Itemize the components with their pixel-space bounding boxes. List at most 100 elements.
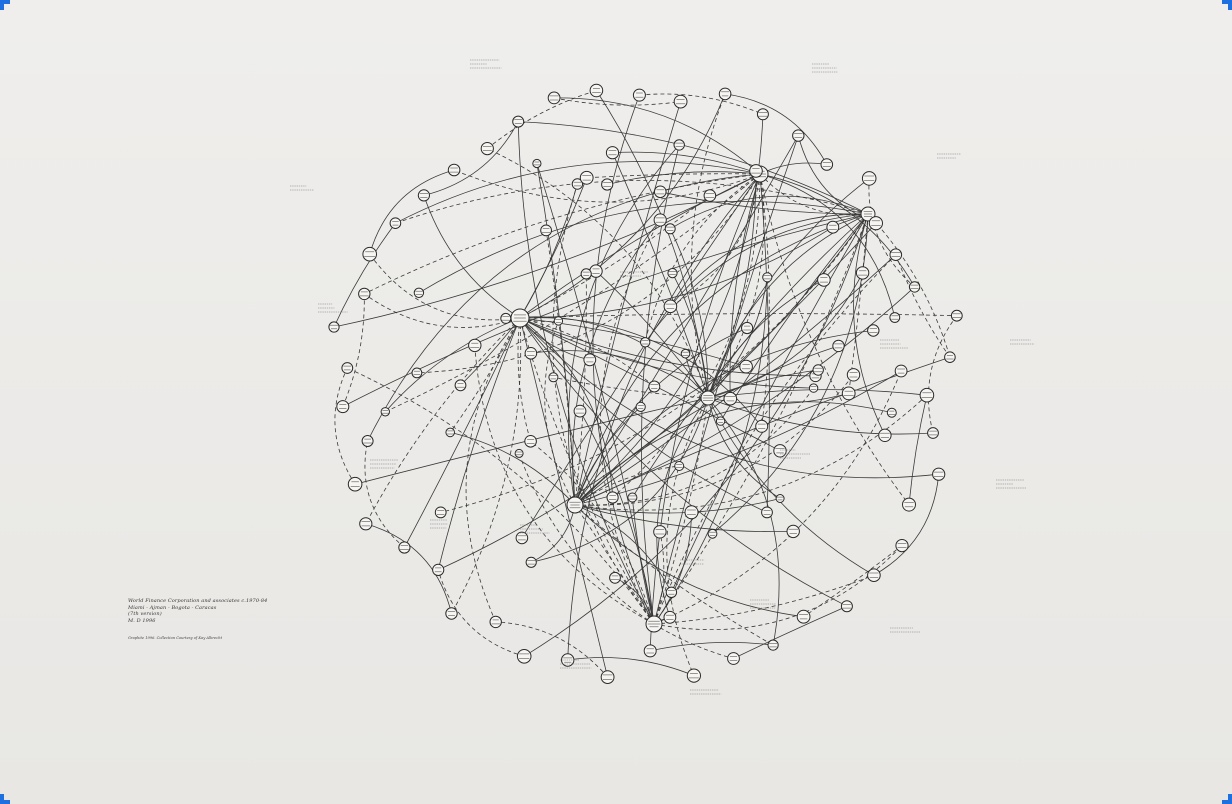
solid-link (574, 504, 672, 593)
solid-link (759, 162, 827, 175)
node-circle (674, 461, 685, 471)
dashed-link (364, 173, 761, 295)
entity-node (609, 571, 621, 584)
dashed-link (639, 93, 764, 115)
solid-link (632, 213, 869, 498)
solid-link (574, 213, 869, 506)
node-circle (609, 571, 621, 584)
node-circle (468, 338, 482, 353)
solid-link (574, 345, 839, 506)
solid-link (650, 642, 774, 652)
annotation-scribble (290, 185, 314, 191)
solid-link (574, 286, 915, 506)
entity-node (336, 400, 350, 414)
entity-node (868, 216, 884, 231)
annotation-scribble (470, 59, 502, 69)
entity-node (741, 321, 754, 335)
entity-node (605, 146, 620, 160)
node-circle (380, 407, 390, 417)
solid-link (644, 213, 869, 343)
dashed-link (364, 440, 405, 548)
node-circle (673, 139, 685, 151)
entity-node (489, 615, 502, 629)
entity-node (514, 448, 524, 458)
solid-link (518, 121, 869, 215)
solid-link (672, 272, 709, 399)
node-circle (605, 146, 620, 160)
solid-link (660, 191, 869, 215)
node-circle (640, 337, 651, 348)
node-circle (553, 316, 564, 326)
node-circle (579, 170, 594, 185)
dashed-link (574, 273, 587, 506)
node-circle (673, 94, 688, 109)
solid-link (519, 317, 814, 389)
solid-link (725, 93, 828, 165)
solid-link (519, 177, 588, 319)
caption-line: M. D 1996 (128, 617, 156, 624)
solid-link (653, 277, 768, 625)
node-circle (878, 428, 892, 442)
solid-link (574, 401, 892, 506)
dashed-link (574, 504, 655, 625)
solid-link (656, 397, 709, 618)
node-circle (413, 287, 425, 298)
entity-node (808, 383, 819, 393)
node-circle (524, 347, 538, 360)
entity-node (715, 416, 726, 426)
entity-node (867, 568, 881, 583)
node-circle (514, 448, 524, 458)
solid-link (418, 200, 869, 294)
dashed-link (574, 387, 814, 506)
solid-link (574, 135, 799, 506)
dashed-link (395, 180, 869, 224)
dashed-link (334, 367, 356, 485)
node-circle (950, 309, 963, 322)
entity-node (840, 600, 853, 613)
node-circle (653, 525, 667, 539)
solid-link (554, 97, 761, 175)
entity-node (861, 171, 877, 186)
annotation-scribble (890, 627, 921, 633)
node-circle (589, 83, 604, 98)
entity-node (389, 217, 402, 229)
dashed-link (867, 213, 951, 358)
dashed-link (487, 148, 709, 399)
node-circle (841, 386, 856, 401)
entity-node (756, 108, 769, 121)
dashed-link (416, 173, 761, 374)
entity-node (524, 347, 538, 360)
entity-node (627, 492, 638, 503)
node-circle (601, 178, 614, 191)
entity-node (841, 386, 856, 401)
dashed-link (574, 504, 774, 646)
entity-node (515, 531, 529, 545)
node-circle (532, 158, 542, 169)
dashed-link (385, 173, 761, 413)
dashed-link (644, 173, 761, 343)
node-circle (525, 556, 537, 568)
entity-node (648, 380, 661, 393)
solid-link (649, 173, 761, 651)
solid-link (707, 279, 825, 399)
node-circle (755, 419, 769, 433)
solid-link (365, 523, 452, 614)
node-circle (548, 372, 559, 383)
node-circle (547, 91, 561, 105)
entity-node (553, 316, 564, 326)
entity-node (525, 556, 537, 568)
solid-link (707, 272, 863, 399)
entity-node (944, 351, 956, 364)
node-circle (718, 87, 732, 101)
solid-link (519, 317, 816, 377)
entity-node (589, 83, 604, 98)
solid-link (707, 389, 927, 399)
entity-node (571, 178, 584, 190)
node-circle (664, 223, 676, 235)
node-circle (606, 491, 619, 504)
dashed-link (653, 254, 897, 625)
dashed-link (518, 453, 655, 625)
node-circle (792, 129, 805, 142)
entity-node (786, 524, 800, 539)
